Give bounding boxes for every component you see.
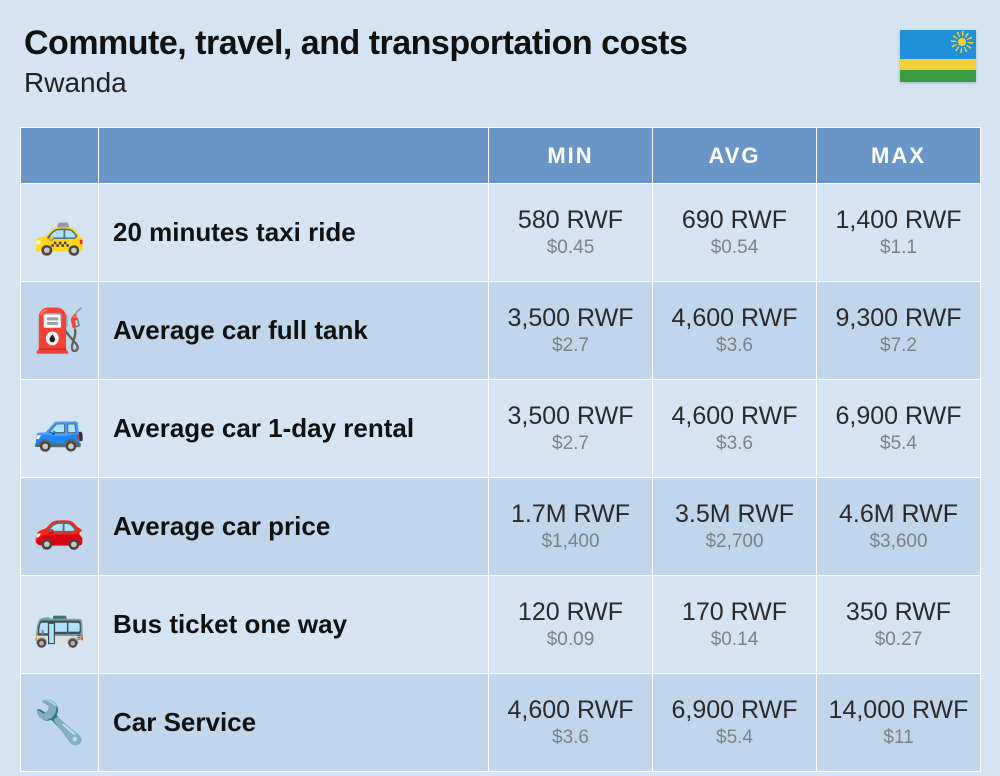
table-row: 🚕 20 minutes taxi ride 580 RWF $0.45 690… <box>21 184 981 282</box>
taxi-icon: 🚕 <box>21 184 99 282</box>
cell-avg: 4,600 RWF $3.6 <box>653 380 817 478</box>
table-header-row: MIN AVG MAX <box>21 128 981 184</box>
value-primary: 4,600 RWF <box>489 696 652 725</box>
value-secondary: $0.54 <box>653 237 816 259</box>
header-avg: AVG <box>653 128 817 184</box>
value-primary: 4,600 RWF <box>653 304 816 333</box>
value-secondary: $3.6 <box>653 433 816 455</box>
header-min: MIN <box>489 128 653 184</box>
cell-min: 1.7M RWF $1,400 <box>489 478 653 576</box>
value-secondary: $3.6 <box>653 335 816 357</box>
value-primary: 3,500 RWF <box>489 304 652 333</box>
value-secondary: $5.4 <box>653 727 816 749</box>
title-block: Commute, travel, and transportation cost… <box>24 24 687 99</box>
table-row: 🔧 Car Service 4,600 RWF $3.6 6,900 RWF $… <box>21 674 981 772</box>
cell-max: 6,900 RWF $5.4 <box>817 380 981 478</box>
cell-min: 4,600 RWF $3.6 <box>489 674 653 772</box>
row-label: Car Service <box>99 674 489 772</box>
cell-max: 350 RWF $0.27 <box>817 576 981 674</box>
page-header: Commute, travel, and transportation cost… <box>20 24 980 99</box>
row-label: Average car 1-day rental <box>99 380 489 478</box>
value-secondary: $0.09 <box>489 629 652 651</box>
value-primary: 9,300 RWF <box>817 304 980 333</box>
table-row: ⛽ Average car full tank 3,500 RWF $2.7 4… <box>21 282 981 380</box>
car-service-icon: 🔧 <box>21 674 99 772</box>
cell-min: 3,500 RWF $2.7 <box>489 380 653 478</box>
cell-avg: 4,600 RWF $3.6 <box>653 282 817 380</box>
table-row: 🚌 Bus ticket one way 120 RWF $0.09 170 R… <box>21 576 981 674</box>
cell-avg: 170 RWF $0.14 <box>653 576 817 674</box>
row-label: Average car price <box>99 478 489 576</box>
table-row: 🚗 Average car price 1.7M RWF $1,400 3.5M… <box>21 478 981 576</box>
costs-table: MIN AVG MAX 🚕 20 minutes taxi ride 580 R… <box>20 127 981 772</box>
cell-max: 9,300 RWF $7.2 <box>817 282 981 380</box>
page-container: Commute, travel, and transportation cost… <box>0 0 1000 772</box>
value-secondary: $2,700 <box>653 531 816 553</box>
value-primary: 6,900 RWF <box>653 696 816 725</box>
row-label: Average car full tank <box>99 282 489 380</box>
cell-avg: 690 RWF $0.54 <box>653 184 817 282</box>
value-secondary: $2.7 <box>489 433 652 455</box>
value-primary: 4.6M RWF <box>817 500 980 529</box>
header-blank-label <box>99 128 489 184</box>
header-blank-icon <box>21 128 99 184</box>
cell-min: 3,500 RWF $2.7 <box>489 282 653 380</box>
car-rental-icon: 🚙 <box>21 380 99 478</box>
value-primary: 6,900 RWF <box>817 402 980 431</box>
cell-avg: 3.5M RWF $2,700 <box>653 478 817 576</box>
value-primary: 170 RWF <box>653 598 816 627</box>
value-secondary: $1,400 <box>489 531 652 553</box>
cell-min: 580 RWF $0.45 <box>489 184 653 282</box>
cell-avg: 6,900 RWF $5.4 <box>653 674 817 772</box>
value-primary: 4,600 RWF <box>653 402 816 431</box>
value-secondary: $0.45 <box>489 237 652 259</box>
bus-icon: 🚌 <box>21 576 99 674</box>
page-subtitle: Rwanda <box>24 67 687 99</box>
cell-max: 14,000 RWF $11 <box>817 674 981 772</box>
table-row: 🚙 Average car 1-day rental 3,500 RWF $2.… <box>21 380 981 478</box>
value-primary: 14,000 RWF <box>817 696 980 725</box>
value-primary: 3.5M RWF <box>653 500 816 529</box>
row-label: Bus ticket one way <box>99 576 489 674</box>
header-max: MAX <box>817 128 981 184</box>
value-primary: 690 RWF <box>653 206 816 235</box>
value-secondary: $0.27 <box>817 629 980 651</box>
value-primary: 3,500 RWF <box>489 402 652 431</box>
value-secondary: $1.1 <box>817 237 980 259</box>
value-secondary: $3.6 <box>489 727 652 749</box>
value-primary: 580 RWF <box>489 206 652 235</box>
row-label: 20 minutes taxi ride <box>99 184 489 282</box>
page-title: Commute, travel, and transportation cost… <box>24 24 687 63</box>
value-secondary: $7.2 <box>817 335 980 357</box>
car-icon: 🚗 <box>21 478 99 576</box>
value-secondary: $5.4 <box>817 433 980 455</box>
value-primary: 120 RWF <box>489 598 652 627</box>
rwanda-flag-icon <box>900 30 976 82</box>
value-secondary: $2.7 <box>489 335 652 357</box>
value-secondary: $0.14 <box>653 629 816 651</box>
value-primary: 350 RWF <box>817 598 980 627</box>
fuel-pump-icon: ⛽ <box>21 282 99 380</box>
value-secondary: $11 <box>817 727 980 749</box>
cell-max: 1,400 RWF $1.1 <box>817 184 981 282</box>
cell-min: 120 RWF $0.09 <box>489 576 653 674</box>
value-primary: 1.7M RWF <box>489 500 652 529</box>
value-primary: 1,400 RWF <box>817 206 980 235</box>
table-body: 🚕 20 minutes taxi ride 580 RWF $0.45 690… <box>21 184 981 772</box>
value-secondary: $3,600 <box>817 531 980 553</box>
cell-max: 4.6M RWF $3,600 <box>817 478 981 576</box>
